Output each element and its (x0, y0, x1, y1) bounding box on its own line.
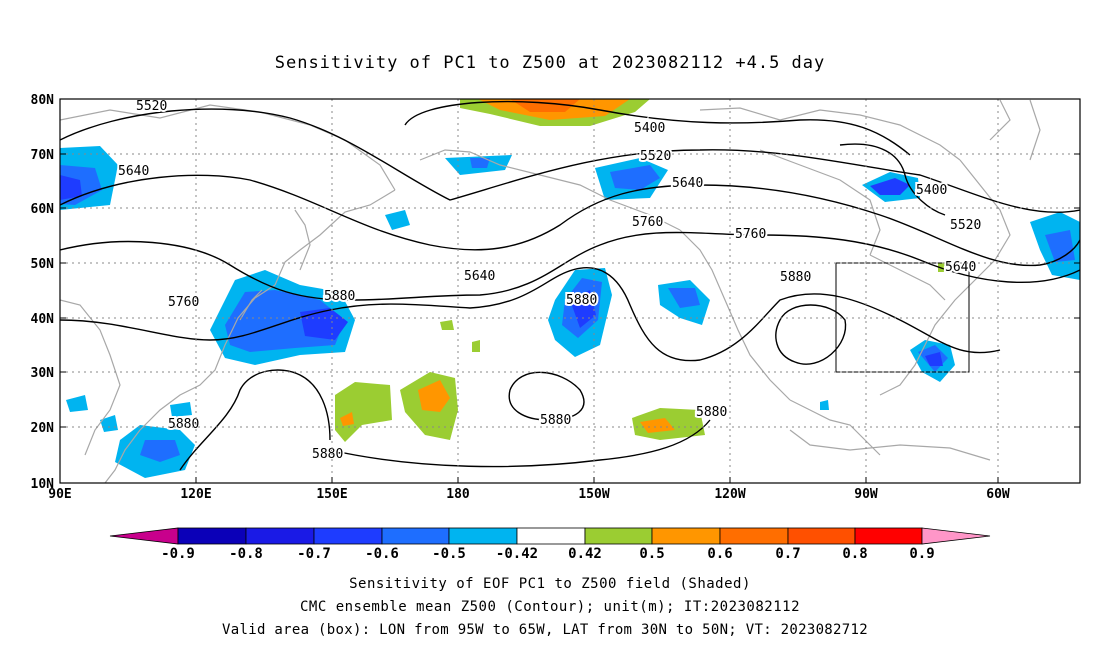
lon-label-120w: 120W (714, 487, 745, 502)
lat-label-70n: 70N (31, 148, 55, 163)
lon-label-120e: 120E (180, 487, 211, 502)
lat-label-50n: 50N (31, 257, 55, 272)
contour-label: 5880 (540, 413, 571, 428)
colorbar-box (177, 527, 247, 545)
caption-line-3: Valid area (box): LON from 95W to 65W, L… (222, 622, 868, 638)
contour-lines (60, 100, 1080, 471)
colorbar-label: 0.8 (842, 546, 867, 562)
contour-label-group: 5520 5640 5400 5520 5640 5400 5520 5760 … (116, 99, 983, 464)
contour-label: 5640 (945, 260, 976, 275)
contour-label: 5760 (735, 227, 766, 242)
contour-label: 5640 (464, 269, 495, 284)
colorbar-label: 0.6 (707, 546, 732, 562)
colorbar-label: -0.5 (432, 546, 466, 562)
colorbar-high-end (921, 527, 991, 545)
lat-labels: 80N 70N 60N 50N 40N 30N 20N 10N (31, 93, 55, 492)
contour-label: 5400 (634, 121, 665, 136)
lat-label-30n: 30N (31, 366, 55, 381)
colorbar-box (584, 527, 653, 545)
axis-ticks (60, 98, 1080, 484)
colorbar-box (719, 527, 789, 545)
lat-label-20n: 20N (31, 421, 55, 436)
colorbar-label: -0.42 (496, 546, 538, 562)
map-grid (60, 99, 1080, 483)
contour-label: 5400 (916, 183, 947, 198)
contour-label: 5640 (672, 176, 703, 191)
contour-label: 5640 (118, 164, 149, 179)
lon-label-150w: 150W (578, 487, 609, 502)
colorbar-box (313, 527, 383, 545)
map-title: Sensitivity of PC1 to Z500 at 2023082112… (275, 53, 826, 73)
colorbar-low-end (109, 527, 179, 545)
contour-label: 5880 (324, 289, 355, 304)
contour-label: 5520 (136, 99, 167, 114)
colorbar-label: 0.7 (775, 546, 800, 562)
colorbar-label: -0.7 (297, 546, 331, 562)
contour-label: 5520 (950, 218, 981, 233)
lon-label-90w: 90W (854, 487, 878, 502)
contour-label: 5880 (696, 405, 727, 420)
lat-label-10n: 10N (31, 477, 55, 492)
colorbar-label: -0.9 (161, 546, 195, 562)
contour-label: 5880 (312, 447, 343, 462)
colorbar-box (651, 527, 721, 545)
lon-label-150e: 150E (316, 487, 347, 502)
colorbar-box (854, 527, 923, 545)
contour-label: 5760 (168, 295, 199, 310)
colorbar: -0.9 -0.8 -0.7 -0.6 -0.5 -0.42 0.42 0.5 … (109, 527, 991, 562)
colorbar-box (516, 527, 586, 545)
captions: Sensitivity of EOF PC1 to Z500 field (Sh… (222, 576, 868, 638)
colorbar-box (787, 527, 856, 545)
contour-label: 5880 (566, 293, 597, 308)
colorbar-label: 0.5 (639, 546, 664, 562)
colorbar-label: -0.8 (229, 546, 263, 562)
shaded-regions (60, 99, 1080, 478)
colorbar-box (381, 527, 450, 545)
lat-label-60n: 60N (31, 202, 55, 217)
contour-label: 5880 (168, 417, 199, 432)
map-frame (59, 98, 1081, 484)
caption-line-1: Sensitivity of EOF PC1 to Z500 field (Sh… (349, 576, 751, 592)
colorbar-box (245, 527, 315, 545)
lat-label-80n: 80N (31, 93, 55, 108)
lon-label-90e: 90E (48, 487, 71, 502)
contour-label: 5520 (640, 149, 671, 164)
lon-label-60w: 60W (986, 487, 1010, 502)
colorbar-box (448, 527, 518, 545)
contour-label: 5880 (780, 270, 811, 285)
lon-label-180: 180 (446, 487, 470, 502)
caption-line-2: CMC ensemble mean Z500 (Contour); unit(m… (300, 599, 800, 615)
colorbar-label: 0.42 (568, 546, 602, 562)
lat-label-40n: 40N (31, 312, 55, 327)
colorbar-label: 0.9 (909, 546, 934, 562)
colorbar-label: -0.6 (365, 546, 399, 562)
lon-labels: 90E 120E 150E 180 150W 120W 90W 60W (48, 487, 1010, 502)
contour-label: 5760 (632, 215, 663, 230)
